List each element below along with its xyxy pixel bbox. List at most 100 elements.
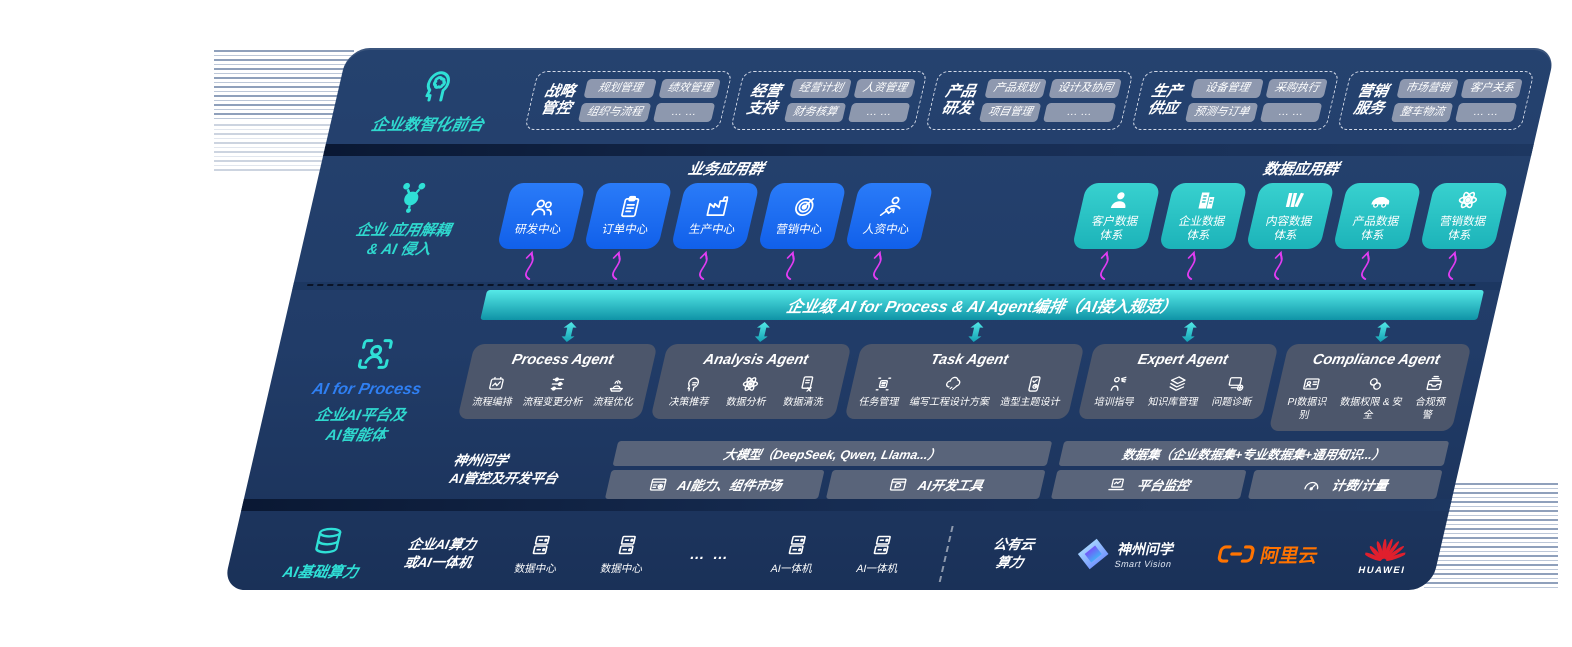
group-marketing: 营销服务 市场营销 客户关系 整车物流 … …: [1337, 70, 1535, 130]
people-icon: [531, 199, 552, 216]
group-title: 营销服务: [1352, 82, 1390, 117]
monitor-icon: [1108, 478, 1125, 490]
pill: 人资管理: [853, 78, 916, 98]
model-bar: 大模型（DeepSeek, Qwen, Llama...）: [612, 441, 1053, 466]
factory-icon: [706, 196, 729, 217]
pill: … …: [1455, 102, 1518, 122]
aliyun-logo: 阿里云: [1215, 541, 1321, 568]
data-group-title: 数据应用群: [1261, 161, 1341, 178]
server-icon: [788, 535, 806, 554]
front-office-layer: 企业数智化前台 战略管控 规划管理 绩效管理 组织与流程 … … 经营支持 经营…: [326, 48, 1556, 144]
decision-icon: [687, 377, 699, 392]
flow-change-icon: [550, 377, 564, 391]
magenta-arrow-icon: [1187, 250, 1196, 280]
app-layer-label-block: 企业 应用解耦 & AI 侵入: [294, 156, 518, 282]
dashed-boundary-line: [307, 284, 1476, 286]
cloud-line2: 算力: [994, 555, 1025, 570]
pill: 绩效管理: [658, 78, 721, 98]
ai-orchestration-bar: 企业级 AI for Process & AI Agent编排（AI接入规范）: [480, 290, 1485, 320]
aliyun-bracket-icon: [1217, 545, 1255, 563]
compute-line2: 或AI一体机: [402, 555, 474, 570]
pill: 规划管理: [583, 78, 657, 98]
ai-tools-cell: AI开发工具: [825, 470, 1046, 499]
ai-layer-sub1: 企业AI平台及: [313, 407, 408, 424]
server-datacenter-2: 数据中心: [599, 533, 651, 576]
pill: 项目管理: [979, 102, 1042, 122]
infrastructure-layer: AI基础算力 企业AI算力 或AI一体机 数据中心 数据中心 … … AI一体机: [223, 511, 1449, 590]
magenta-arrow-icon: [786, 250, 795, 280]
pill: 设备管理: [1190, 78, 1264, 98]
dataset-bar: 数据集（企业数据集+专业数据集+通用知识...）: [1058, 441, 1450, 466]
front-office-label-block: 企业数智化前台: [326, 56, 541, 144]
network-molecule-icon: [402, 182, 425, 213]
theme-design-icon: [1028, 376, 1041, 392]
infra-label-block: AI基础算力: [281, 526, 369, 582]
decor-stripes-top-left: [214, 50, 354, 122]
layer-separator: [323, 144, 1534, 156]
billing-cell: 计费/计量: [1247, 470, 1443, 499]
brain-head-icon: [424, 71, 450, 102]
huawei-logo: HUAWEI: [1357, 533, 1414, 576]
tile-content-data: 内容数据体系: [1245, 183, 1335, 249]
pill: 市场营销: [1396, 78, 1459, 98]
tile-customer-data: 客户数据体系: [1071, 183, 1161, 249]
user-icon: [1110, 192, 1126, 209]
tile-product-data: 产品数据体系: [1332, 183, 1422, 249]
smartvision-name: 神州问学: [1116, 541, 1177, 557]
agents-row: Process Agent 流程编排 流程变更分析 流程优化 Analysis …: [455, 320, 1478, 431]
target-icon: [795, 198, 815, 217]
ai-layer-sub2: AI智能体: [324, 426, 389, 444]
platform-label-line2: AI管控及开发平台: [447, 471, 560, 486]
person-focus-icon: [357, 339, 393, 369]
training-icon: [1110, 376, 1127, 391]
compute-line1: 企业AI算力: [406, 536, 478, 552]
data-permission-icon: [1369, 378, 1381, 390]
pill: 产品规划: [984, 78, 1047, 98]
monitor-cell: 平台监控: [1050, 470, 1247, 499]
pill: 设计及协同: [1048, 78, 1122, 98]
magenta-arrow-icon: [699, 250, 708, 280]
analysis-atom-icon: [742, 377, 759, 391]
server-datacenter-1: 数据中心: [513, 533, 565, 576]
architecture-diagram: 企业数智化前台 战略管控 规划管理 绩效管理 组织与流程 … … 经营支持 经营…: [222, 48, 1557, 590]
front-office-groups: 战略管控 规划管理 绩效管理 组织与流程 … … 经营支持 经营计划 人资管理 …: [521, 56, 1538, 144]
group-product: 产品研发 产品规划 设计及协同 项目管理 … …: [925, 70, 1134, 130]
task-agent-box: Task Agent 任务管理 编写工程设计方案 造型主题设计: [844, 344, 1085, 419]
pill: 财务核算: [784, 102, 847, 122]
analysis-agent-box: Analysis Agent 决策推荐 数据分析 数据清洗: [650, 344, 852, 419]
ai-layer-title: AI for Process: [310, 381, 423, 398]
pill: … …: [1043, 102, 1117, 122]
group-title: 生产供应: [1146, 82, 1184, 117]
layer-separator: [241, 499, 1452, 511]
group-production: 生产供应 设备管理 采购执行 预测与订单 … …: [1131, 70, 1340, 130]
infra-label: AI基础算力: [280, 564, 360, 581]
books-icon: [1285, 192, 1304, 208]
server-ai-box-2: AI一体机: [855, 533, 906, 576]
tile-enterprise-data: 企业数据体系: [1158, 183, 1248, 249]
ai-market-cell: AI能力、组件市场: [604, 470, 825, 499]
server-icon: [618, 535, 636, 554]
tile-marketing-center: 营销中心: [757, 183, 847, 249]
id-card-icon: [1303, 378, 1320, 390]
magenta-arrow-icon: [525, 250, 534, 280]
building-icon: [1198, 192, 1215, 209]
magenta-arrow-icon: [873, 250, 882, 280]
app-layer: 企业 应用解耦 & AI 侵入 业务应用群 研发中心: [294, 156, 1531, 282]
smartvision-diamond-icon: [1077, 538, 1109, 570]
front-office-label: 企业数智化前台: [369, 117, 486, 134]
pill: 采购执行: [1265, 78, 1328, 98]
tile-marketing-data: 营销数据体系: [1419, 183, 1509, 249]
magenta-arrow-icon: [1448, 250, 1457, 280]
double-arrow-icon: [560, 322, 578, 342]
component-market-icon: [649, 478, 667, 491]
pill: 客户关系: [1460, 78, 1523, 98]
cloud-design-icon: [946, 376, 961, 391]
vertical-dashed-divider: [938, 526, 954, 582]
hr-person-icon: [879, 196, 901, 217]
ai-layer-label-block: AI for Process 企业AI平台及 AI智能体: [244, 290, 487, 499]
knowledge-layers-icon: [1169, 376, 1186, 391]
task-grid-icon: [875, 377, 892, 391]
infra-ellipsis: … …: [688, 545, 733, 563]
compliance-agent-box: Compliance Agent PI数据识别 数据权限 & 安全 合规预警: [1268, 344, 1472, 431]
huawei-name: HUAWEI: [1357, 564, 1407, 576]
